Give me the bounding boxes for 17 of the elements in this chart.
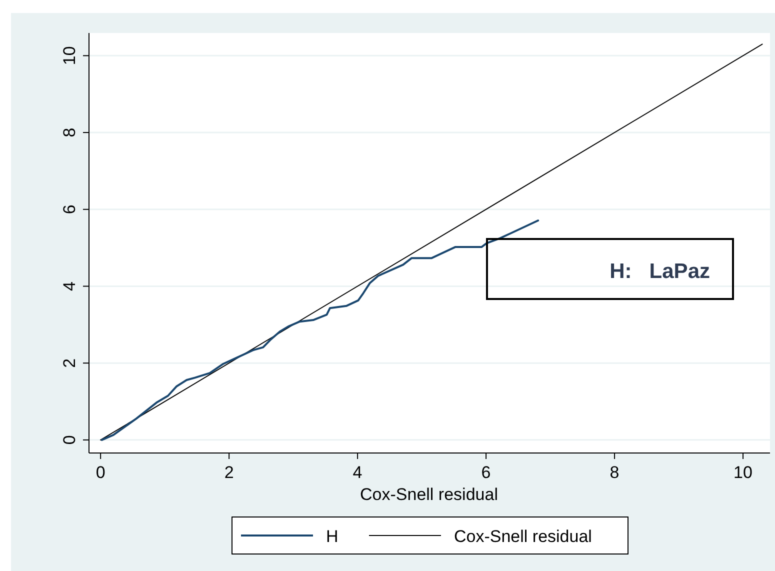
x-tick-label: 2 [224,463,234,482]
x-tick-label: 4 [352,463,362,482]
y-tick-label: 2 [60,358,79,368]
y-tick-label: 0 [60,435,79,445]
x-tick-label: 10 [734,463,752,482]
y-tick-label: 6 [60,204,79,214]
y-tick-label: 10 [60,46,79,66]
x-tick-label: 0 [96,463,106,482]
x-tick-label: 6 [481,463,491,482]
line-series [100,220,540,441]
x-axis-title: Cox-Snell residual [360,485,498,504]
legend-label: H [326,527,338,546]
legend-label: Cox-Snell residual [454,527,592,546]
x-tick-label: 8 [610,463,620,482]
y-tick-label: 8 [60,128,79,138]
y-tick-label: 4 [60,281,79,291]
annotation: H: LaPaz [610,260,710,283]
